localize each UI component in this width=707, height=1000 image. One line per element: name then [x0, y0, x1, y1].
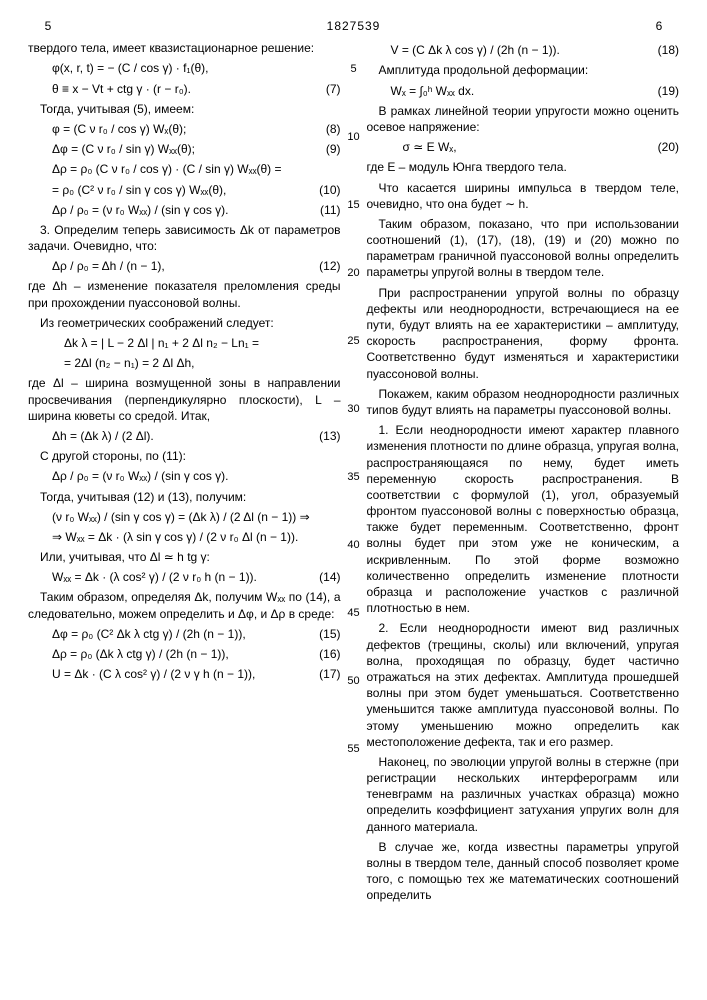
equation: φ(x, r, t) = − (C / cos γ) · f₁(θ), — [28, 60, 341, 76]
eq-number: (13) — [319, 428, 340, 444]
equation: Wₓ = ∫₀ʰ Wₓₓ dx.(19) — [367, 83, 680, 99]
body-text: Тогда, учитывая (12) и (13), получим: — [28, 489, 341, 505]
body-text: 1. Если неоднородности имеют характер пл… — [367, 422, 680, 616]
equation: ⇒ Wₓₓ = Δk · (λ sin γ cos γ) / (2 ν r₀ Δ… — [28, 529, 341, 545]
body-text: где E – модуль Юнга твердого тела. — [367, 159, 680, 175]
body-text: При распространении упругой волны по обр… — [367, 285, 680, 382]
left-column: твердого тела, имеет квазистационарное р… — [28, 40, 341, 907]
eq-number: (10) — [319, 182, 340, 198]
body-text: Из геометрических соображений следует: — [28, 315, 341, 331]
eq-number: (17) — [319, 666, 340, 682]
line-num: 10 — [347, 130, 359, 144]
eq-number: (14) — [319, 569, 340, 585]
eq-number: (12) — [319, 258, 340, 274]
right-column: V = (C Δk λ cos γ) / (2h (n − 1)).(18) А… — [367, 40, 680, 907]
equation: (ν r₀ Wₓₓ) / (sin γ cos γ) = (Δk λ) / (2… — [28, 509, 341, 525]
eq-number: (19) — [658, 83, 679, 99]
body-text: Что касается ширины импульса в твердом т… — [367, 180, 680, 212]
body-text: Или, учитывая, что Δl ≃ h tg γ: — [28, 549, 341, 565]
equation: Δφ = ρ₀ (C² Δk λ ctg γ) / (2h (n − 1)),(… — [28, 626, 341, 642]
line-num: 40 — [347, 538, 359, 552]
line-num: 15 — [347, 198, 359, 212]
line-num: 50 — [347, 674, 359, 688]
page-number-right: 6 — [639, 18, 679, 34]
body-text: 2. Если неоднородности имеют вид различн… — [367, 620, 680, 750]
equation: U = Δk · (C λ cos² γ) / (2 ν γ h (n − 1)… — [28, 666, 341, 682]
eq-number: (20) — [658, 139, 679, 155]
eq-number: (8) — [326, 121, 341, 137]
body-text: где Δh – изменение показателя преломлени… — [28, 278, 341, 310]
body-text: Покажем, каким образом неоднородности ра… — [367, 386, 680, 418]
body-text: Амплитуда продольной деформации: — [367, 62, 680, 78]
line-num: 20 — [347, 266, 359, 280]
equation: Δk λ = | L − 2 Δl | n₁ + 2 Δl n₂ − Ln₁ = — [28, 335, 341, 351]
line-num: 5 — [350, 62, 356, 76]
equation: σ ≃ E Wₓ,(20) — [367, 139, 680, 155]
line-num: 55 — [347, 742, 359, 756]
equation: Δρ / ρ₀ = (ν r₀ Wₓₓ) / (sin γ cos γ).(11… — [28, 202, 341, 218]
equation: θ ≡ x − Vt + ctg γ · (r − r₀). (7) — [28, 81, 341, 97]
patent-page: 5 1827539 6 5 10 15 20 25 30 35 40 45 50… — [0, 0, 707, 1000]
patent-number: 1827539 — [68, 18, 639, 34]
body-text: С другой стороны, по (11): — [28, 448, 341, 464]
equation: Δρ / ρ₀ = Δh / (n − 1),(12) — [28, 258, 341, 274]
eq-number: (16) — [319, 646, 340, 662]
line-num: 45 — [347, 606, 359, 620]
equation: Δρ = ρ₀ (Δk λ ctg γ) / (2h (n − 1)),(16) — [28, 646, 341, 662]
equation: Δh = (Δk λ) / (2 Δl).(13) — [28, 428, 341, 444]
equation: Δφ = (C ν r₀ / sin γ) Wₓₓ(θ);(9) — [28, 141, 341, 157]
body-text: Наконец, по эволюции упругой волны в сте… — [367, 754, 680, 835]
line-num: 35 — [347, 470, 359, 484]
body-text: В случае же, когда известны параметры уп… — [367, 839, 680, 904]
eq-number: (11) — [320, 202, 340, 218]
margin-line-numbers: 5 10 15 20 25 30 35 40 45 50 55 — [347, 62, 361, 756]
eq-number: (15) — [319, 626, 340, 642]
equation: Wₓₓ = Δk · (λ cos² γ) / (2 ν r₀ h (n − 1… — [28, 569, 341, 585]
page-header: 5 1827539 6 — [28, 18, 679, 34]
eq-number: (18) — [658, 42, 679, 58]
equation: φ = (C ν r₀ / cos γ) Wₓ(θ);(8) — [28, 121, 341, 137]
body-text: Тогда, учитывая (5), имеем: — [28, 101, 341, 117]
body-text: Таким образом, определяя Δk, получим Wₓₓ… — [28, 589, 341, 621]
body-text: где Δl – ширина возмущенной зоны в напра… — [28, 375, 341, 424]
line-num: 30 — [347, 402, 359, 416]
equation: Δρ = ρ₀ (C ν r₀ / cos γ) · (C / sin γ) W… — [28, 161, 341, 177]
equation: Δρ / ρ₀ = (ν r₀ Wₓₓ) / (sin γ cos γ). — [28, 468, 341, 484]
body-text: 3. Определим теперь зависимость Δk от па… — [28, 222, 341, 254]
body-text: твердого тела, имеет квазистационарное р… — [28, 40, 341, 56]
eq-number: (9) — [326, 141, 341, 157]
page-number-left: 5 — [28, 18, 68, 34]
equation: V = (C Δk λ cos γ) / (2h (n − 1)).(18) — [367, 42, 680, 58]
equation: = 2Δl (n₂ − n₁) = 2 Δl Δh, — [28, 355, 341, 371]
equation: = ρ₀ (C² ν r₀ / sin γ cos γ) Wₓₓ(θ),(10) — [28, 182, 341, 198]
line-num: 25 — [347, 334, 359, 348]
body-text: Таким образом, показано, что при использ… — [367, 216, 680, 281]
eq-number: (7) — [326, 81, 341, 97]
body-text: В рамках линейной теории упругости можно… — [367, 103, 680, 135]
